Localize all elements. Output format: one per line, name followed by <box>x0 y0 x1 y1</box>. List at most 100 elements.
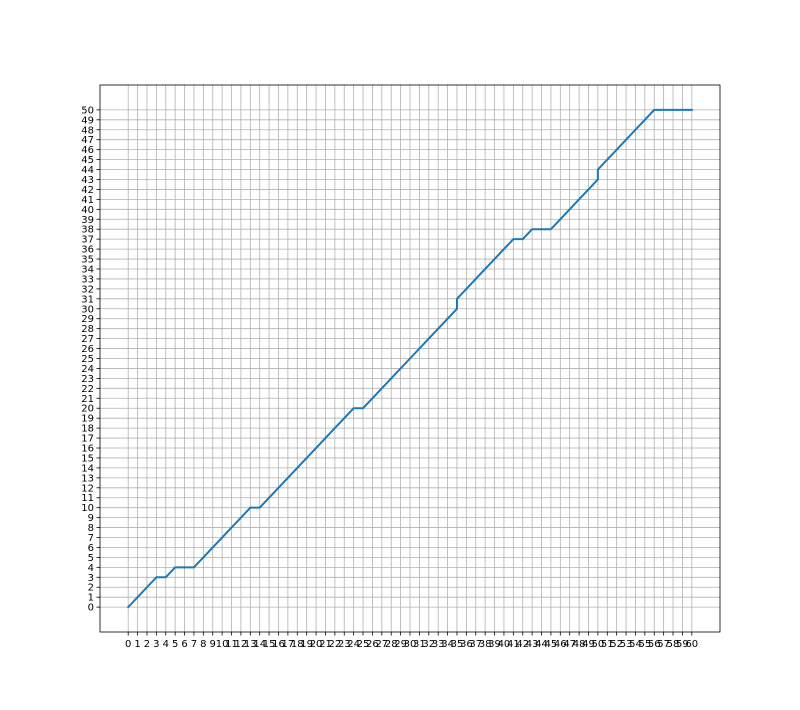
y-tick-label: 38 <box>81 225 94 236</box>
x-tick-label: 21 <box>319 639 332 650</box>
y-tick-label: 26 <box>81 344 94 355</box>
y-tick-label: 12 <box>81 483 94 494</box>
x-tick-label: 37 <box>469 639 482 650</box>
y-tick-label: 7 <box>88 533 94 544</box>
x-tick-label: 20 <box>310 639 323 650</box>
y-tick-label: 8 <box>88 523 94 534</box>
y-tick-label: 6 <box>88 543 94 554</box>
x-tick-label: 31 <box>413 639 426 650</box>
y-tick-label: 13 <box>81 473 94 484</box>
x-tick-label: 32 <box>422 639 435 650</box>
x-tick-label: 2 <box>144 639 150 650</box>
y-tick-label: 22 <box>81 384 94 395</box>
y-tick-label: 40 <box>81 205 94 216</box>
y-tick-label: 36 <box>81 245 94 256</box>
y-tick-label: 50 <box>81 105 94 116</box>
x-tick-label: 44 <box>535 639 548 650</box>
y-tick-label: 14 <box>81 463 94 474</box>
x-tick-label: 27 <box>375 639 388 650</box>
x-tick-label: 17 <box>282 639 295 650</box>
y-tick-label: 10 <box>81 503 94 514</box>
y-tick-label: 24 <box>81 364 94 375</box>
x-tick-label: 58 <box>667 639 680 650</box>
series-layer <box>126 108 693 609</box>
y-tick-label: 15 <box>81 453 94 464</box>
y-tick-label: 25 <box>81 354 94 365</box>
x-tick-label: 46 <box>554 639 567 650</box>
x-tick-label: 59 <box>676 639 689 650</box>
y-tick-label: 42 <box>81 185 94 196</box>
x-tick-label: 33 <box>432 639 445 650</box>
y-tick-label: 34 <box>81 264 94 275</box>
y-tick-label: 19 <box>81 414 94 425</box>
x-tick-label: 43 <box>526 639 539 650</box>
x-tick-label: 49 <box>582 639 595 650</box>
y-tick-label: 16 <box>81 444 94 455</box>
x-tick-label: 53 <box>620 639 633 650</box>
x-tick-label: 22 <box>328 639 341 650</box>
x-tick-label: 14 <box>253 639 266 650</box>
x-tick-label: 3 <box>153 639 159 650</box>
x-tick-label: 6 <box>181 639 187 650</box>
x-tick-label: 5 <box>172 639 178 650</box>
y-tick-label: 27 <box>81 334 94 345</box>
y-tick-label: 35 <box>81 255 94 266</box>
x-tick-label: 42 <box>516 639 529 650</box>
y-tick-label: 28 <box>81 324 94 335</box>
y-tick-label: 2 <box>88 583 94 594</box>
x-tick-label: 45 <box>545 639 558 650</box>
x-tick-label: 9 <box>210 639 216 650</box>
x-tick-label: 10 <box>216 639 229 650</box>
grid <box>100 85 720 632</box>
y-tick-label: 23 <box>81 374 94 385</box>
x-tick-label: 30 <box>404 639 417 650</box>
y-tick-label: 5 <box>88 553 94 564</box>
y-tick-label: 30 <box>81 304 94 315</box>
x-tick-label: 18 <box>291 639 304 650</box>
x-tick-label: 16 <box>272 639 285 650</box>
y-tick-label: 18 <box>81 424 94 435</box>
y-tick-label: 45 <box>81 155 94 166</box>
x-tick-label: 1 <box>134 639 140 650</box>
x-tick-label: 57 <box>657 639 670 650</box>
y-tick-label: 41 <box>81 195 94 206</box>
y-tick-label: 1 <box>88 593 94 604</box>
y-tick-label: 20 <box>81 404 94 415</box>
y-tick-label: 47 <box>81 135 94 146</box>
x-tick-label: 28 <box>385 639 398 650</box>
y-axis: 0123456789101112131415161718192021222324… <box>81 105 100 614</box>
x-tick-label: 29 <box>394 639 407 650</box>
x-tick-label: 55 <box>638 639 651 650</box>
x-tick-label: 11 <box>225 639 238 650</box>
x-tick-label: 52 <box>610 639 623 650</box>
y-tick-label: 9 <box>88 513 94 524</box>
x-tick-label: 41 <box>507 639 520 650</box>
x-tick-label: 35 <box>451 639 464 650</box>
x-tick-label: 51 <box>601 639 614 650</box>
y-tick-label: 37 <box>81 235 94 246</box>
x-tick-label: 8 <box>200 639 206 650</box>
series-line <box>126 108 693 609</box>
y-tick-label: 46 <box>81 145 94 156</box>
x-tick-label: 12 <box>235 639 248 650</box>
x-tick-label: 36 <box>460 639 473 650</box>
x-tick-label: 25 <box>357 639 370 650</box>
x-tick-label: 15 <box>263 639 276 650</box>
y-tick-label: 32 <box>81 284 94 295</box>
x-tick-label: 54 <box>629 639 642 650</box>
x-tick-label: 23 <box>338 639 351 650</box>
y-tick-label: 49 <box>81 115 94 126</box>
x-tick-label: 40 <box>498 639 511 650</box>
x-axis: 0 1 2 3 4 5 6 7 8 9 101112131415161718192021222324… <box>125 632 698 650</box>
x-tick-label: 19 <box>300 639 313 650</box>
x-tick-label: 13 <box>244 639 257 650</box>
x-tick-label: 39 <box>488 639 501 650</box>
y-tick-label: 4 <box>88 563 94 574</box>
x-tick-label: 48 <box>573 639 586 650</box>
x-tick-label: 56 <box>648 639 661 650</box>
y-tick-label: 21 <box>81 394 94 405</box>
y-tick-label: 44 <box>81 165 94 176</box>
y-tick-label: 43 <box>81 175 94 186</box>
x-tick-label: 26 <box>366 639 379 650</box>
